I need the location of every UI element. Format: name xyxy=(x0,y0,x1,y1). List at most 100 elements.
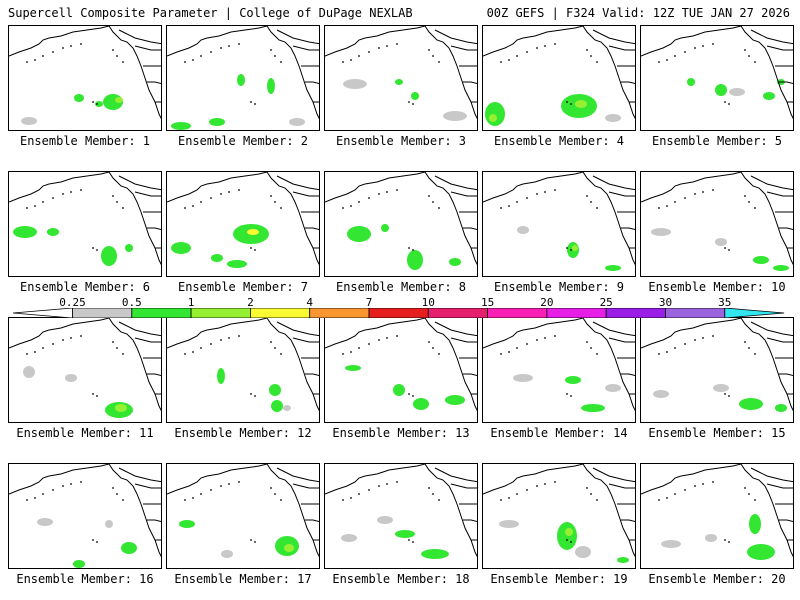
scale-swatch xyxy=(487,308,548,318)
island xyxy=(254,395,256,397)
coastline xyxy=(621,81,635,85)
island xyxy=(386,191,388,193)
island xyxy=(748,493,750,495)
coastline xyxy=(621,519,635,523)
scp-patch xyxy=(115,404,127,412)
island xyxy=(554,481,556,483)
island xyxy=(566,393,568,395)
coastline xyxy=(206,318,268,331)
coastline xyxy=(118,467,161,483)
coastline xyxy=(641,183,682,203)
island xyxy=(52,343,54,345)
map-field-18 xyxy=(325,464,477,559)
island xyxy=(728,249,730,251)
ensemble-member-label: Ensemble Member: 5 xyxy=(651,134,783,148)
island xyxy=(342,499,344,501)
island xyxy=(184,207,186,209)
island xyxy=(358,347,360,349)
scp-patch xyxy=(715,238,727,246)
island xyxy=(96,541,98,543)
island xyxy=(508,205,510,207)
island xyxy=(26,61,28,63)
island xyxy=(70,45,72,47)
map-field-3 xyxy=(325,26,477,121)
island xyxy=(378,485,380,487)
island xyxy=(122,353,124,355)
island xyxy=(526,51,528,53)
scp-patch xyxy=(729,88,745,96)
coastline xyxy=(434,321,477,337)
scp-patch xyxy=(565,528,573,536)
coastline xyxy=(206,26,268,39)
coastline xyxy=(450,483,477,489)
island xyxy=(62,47,64,49)
island xyxy=(500,207,502,209)
island xyxy=(586,49,588,51)
scp-patch xyxy=(121,542,137,554)
scale-tick-label: 35 xyxy=(718,296,732,309)
ensemble-panel-1 xyxy=(8,25,162,131)
scp-patch xyxy=(411,92,419,100)
island xyxy=(554,189,556,191)
scp-patch xyxy=(105,520,113,528)
coastline xyxy=(621,227,635,231)
island xyxy=(428,195,430,197)
scp-patch xyxy=(237,74,245,86)
coastline xyxy=(424,172,477,266)
island xyxy=(70,191,72,193)
coastline xyxy=(483,329,524,349)
island xyxy=(250,393,252,395)
island xyxy=(280,353,282,355)
map-field-8 xyxy=(325,172,477,270)
island xyxy=(228,483,230,485)
coastline xyxy=(434,29,477,45)
coastline xyxy=(305,373,319,377)
island xyxy=(596,207,598,209)
island xyxy=(342,353,344,355)
ensemble-member-label: Ensemble Member: 14 xyxy=(490,426,628,440)
coastline xyxy=(9,475,50,495)
map-field-6 xyxy=(9,172,161,266)
island xyxy=(748,347,750,349)
scp-patch xyxy=(289,118,305,126)
island xyxy=(270,487,272,489)
island xyxy=(412,249,414,251)
island xyxy=(724,393,726,395)
scp-patch xyxy=(381,224,389,232)
coastline xyxy=(779,227,793,231)
scale-tick-label: 0.5 xyxy=(121,296,142,309)
island xyxy=(396,43,398,45)
island xyxy=(116,493,118,495)
coastline xyxy=(9,329,50,349)
island xyxy=(744,195,746,197)
island xyxy=(116,55,118,57)
scale-swatch xyxy=(72,308,133,318)
map-field-4 xyxy=(483,26,635,126)
island xyxy=(684,489,686,491)
coastline xyxy=(522,318,584,331)
island xyxy=(238,189,240,191)
coastline xyxy=(592,321,635,337)
island xyxy=(536,193,538,195)
island xyxy=(408,393,410,395)
island xyxy=(396,481,398,483)
island xyxy=(220,47,222,49)
island xyxy=(754,61,756,63)
ensemble-member-label: Ensemble Member: 3 xyxy=(335,134,467,148)
scp-patch xyxy=(284,544,294,552)
coastline xyxy=(463,519,477,523)
island xyxy=(250,539,252,541)
island xyxy=(368,489,370,491)
scale-tick-label: 10 xyxy=(421,296,435,309)
island xyxy=(666,59,668,61)
ensemble-member-label: Ensemble Member: 18 xyxy=(332,572,470,586)
island xyxy=(250,247,252,249)
scp-patch xyxy=(347,226,371,242)
island xyxy=(358,493,360,495)
island xyxy=(350,497,352,499)
island xyxy=(432,55,434,57)
island xyxy=(192,59,194,61)
island xyxy=(350,351,352,353)
map-field-10 xyxy=(641,172,793,271)
island xyxy=(684,197,686,199)
